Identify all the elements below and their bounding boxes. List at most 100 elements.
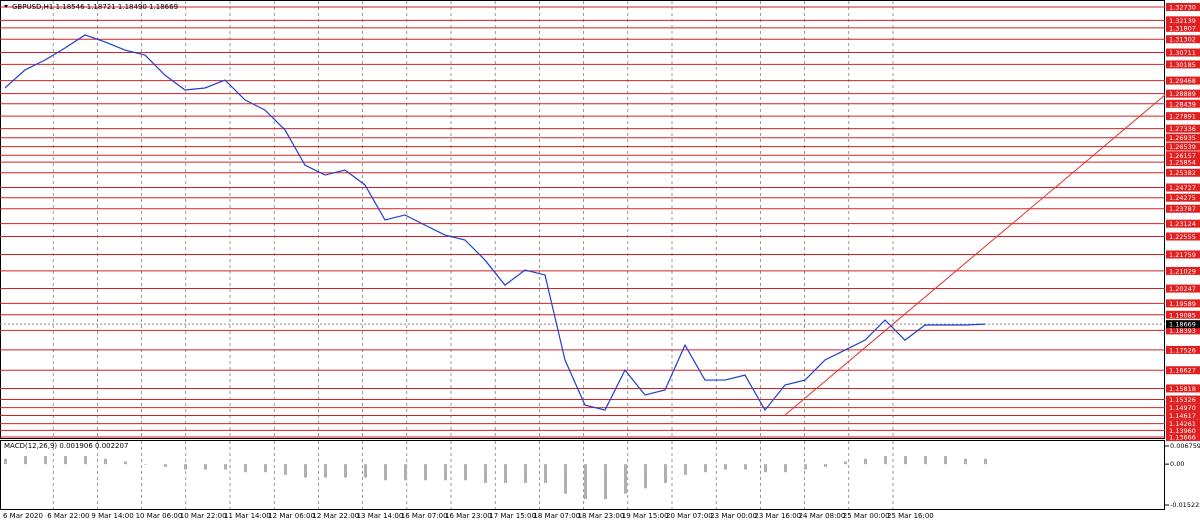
macd-bar <box>404 464 407 481</box>
price-tag <box>1166 250 1200 259</box>
price-tag-label: 1.30185 <box>1169 61 1196 69</box>
price-tag-label: 1.14970 <box>1169 404 1196 412</box>
macd-bar <box>664 464 667 483</box>
macd-bar <box>24 456 27 465</box>
macd-bar <box>964 458 967 465</box>
price-tag <box>1166 193 1200 202</box>
macd-bar <box>904 456 907 465</box>
time-label: 24 Mar 08:00 <box>799 512 846 520</box>
price-tag <box>1166 232 1200 241</box>
price-tag-label: 1.21029 <box>1169 267 1196 275</box>
time-label: 6 Mar 22:00 <box>47 512 89 520</box>
macd-bar <box>844 461 847 465</box>
price-tag <box>1166 133 1200 142</box>
price-tag <box>1166 89 1200 98</box>
price-line <box>4 34 986 412</box>
price-tag <box>1166 35 1200 44</box>
price-tag-label: 1.25854 <box>1169 159 1196 167</box>
macd-bar <box>184 464 187 470</box>
time-label: 23 Mar 00:00 <box>710 512 757 520</box>
price-tag <box>1166 168 1200 177</box>
time-label: 12 Mar 06:00 <box>268 512 315 520</box>
time-label: 16 Mar 07:00 <box>401 512 448 520</box>
price-tag <box>1166 284 1200 293</box>
price-tag-label: 1.17526 <box>1169 346 1196 354</box>
macd-bar <box>44 456 47 465</box>
price-tag-label: 1.18393 <box>1169 327 1196 335</box>
macd-bar <box>304 464 307 478</box>
time-label: 23 Mar 16:00 <box>754 512 801 520</box>
macd-bar <box>884 456 887 465</box>
time-label: 6 Mar 2020 <box>3 512 43 520</box>
grid: 6 Mar 2020 6 Mar 22:00 9 Mar 14:00 10 Mar 0… <box>3 1 1200 520</box>
macd-bar <box>144 464 147 465</box>
time-label: 12 Mar 22:00 <box>312 512 359 520</box>
price-tag-label: 1.25382 <box>1169 169 1196 177</box>
symbol-header: GBPUSD,H1 1.18546 1.18721 1.18490 1.1866… <box>12 3 178 11</box>
macd-title: MACD(12,26,9) 0.001906 0.002207 <box>4 442 128 450</box>
price-tag-label: 1.15326 <box>1169 396 1196 404</box>
macd-bar <box>784 464 787 473</box>
price-tag-label: 1.27336 <box>1169 125 1196 133</box>
time-label: 25 Mar 16:00 <box>887 512 934 520</box>
macd-bar <box>504 464 507 483</box>
price-tag <box>1166 204 1200 213</box>
price-tag <box>1166 151 1200 160</box>
macd-bar <box>924 456 927 465</box>
macd-bar <box>124 461 127 465</box>
price-tag <box>1166 266 1200 275</box>
price-tag-label: 1.24727 <box>1169 184 1196 192</box>
price-tag <box>1166 326 1200 335</box>
price-tag-label: 1.31302 <box>1169 36 1196 44</box>
time-label: 10 Mar 06:00 <box>136 512 183 520</box>
macd-bar <box>4 458 7 465</box>
time-label: 17 Mar 15:00 <box>489 512 536 520</box>
price-tag-label: 1.27891 <box>1169 113 1196 121</box>
macd-bar <box>544 464 547 483</box>
macd-bar <box>604 464 607 500</box>
trend-line <box>784 94 1166 416</box>
price-tag-label: 1.31807 <box>1169 24 1196 32</box>
price-tag-label: 1.30711 <box>1169 49 1196 57</box>
price-tag-label: 1.28889 <box>1169 90 1196 98</box>
macd-bar <box>64 456 67 465</box>
macd-bar <box>644 464 647 489</box>
price-tag-label: 1.26539 <box>1169 143 1196 151</box>
price-tag-label: 1.13960 <box>1169 427 1196 435</box>
price-tag <box>1166 219 1200 228</box>
current-price-tag <box>1166 320 1200 329</box>
macd-bar <box>264 464 267 473</box>
macd-bar <box>224 464 227 470</box>
price-tag-label: 1.21759 <box>1169 251 1196 259</box>
macd-bar <box>564 464 567 494</box>
macd-tick-label: 0.00 <box>1170 460 1184 468</box>
macd-bar <box>104 458 107 465</box>
macd-bar <box>244 464 247 473</box>
macd-bar <box>984 458 987 465</box>
macd-bar <box>764 464 767 473</box>
macd-bar <box>864 458 867 465</box>
macd-tick-label: -0.015222 <box>1170 501 1200 509</box>
price-tag <box>1166 433 1200 441</box>
macd-bar <box>584 464 587 500</box>
main-panel <box>0 0 1165 439</box>
price-tag <box>1166 426 1200 435</box>
macd-bar <box>384 464 387 481</box>
price-tag <box>1166 158 1200 167</box>
price-tag-label: 1.26935 <box>1169 134 1196 142</box>
price-tag <box>1166 76 1200 85</box>
price-tag-label: 1.29468 <box>1169 77 1196 85</box>
macd-bar <box>204 464 207 470</box>
price-tag-label: 1.22555 <box>1169 233 1196 241</box>
price-tag <box>1166 299 1200 308</box>
price-tag <box>1166 60 1200 69</box>
dropdown-icon[interactable] <box>4 5 8 8</box>
price-tag <box>1166 142 1200 151</box>
macd-bar <box>624 464 627 494</box>
marks <box>4 34 987 500</box>
price-tag <box>1166 411 1200 420</box>
price-tag-label: 1.23787 <box>1169 205 1196 213</box>
price-tag <box>1166 395 1200 404</box>
price-tag-label: 1.20247 <box>1169 285 1196 293</box>
